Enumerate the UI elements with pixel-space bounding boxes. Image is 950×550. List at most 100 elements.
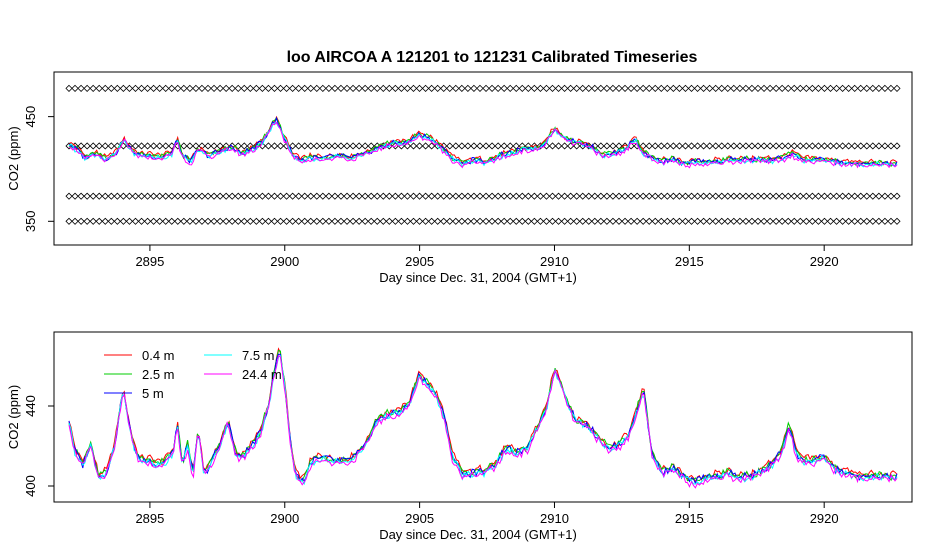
x-tick-label: 2915 — [675, 511, 704, 526]
reference-marker — [379, 192, 387, 200]
reference-marker — [681, 84, 690, 92]
reference-marker — [488, 142, 496, 150]
plot-frame — [53, 71, 913, 246]
reference-marker — [693, 192, 702, 200]
reference-marker — [706, 192, 714, 200]
reference-marker — [730, 217, 738, 225]
reference-marker — [367, 192, 375, 200]
reference-marker — [210, 217, 218, 225]
reference-marker — [724, 84, 732, 92]
reference-marker — [814, 142, 822, 150]
reference-marker — [808, 84, 816, 92]
reference-marker — [621, 192, 629, 200]
reference-marker — [585, 192, 593, 200]
reference-marker — [204, 142, 212, 150]
reference-marker — [144, 192, 152, 200]
reference-marker — [415, 84, 424, 92]
reference-marker — [887, 192, 895, 200]
reference-marker — [446, 192, 454, 200]
reference-marker — [857, 217, 865, 225]
reference-marker — [742, 142, 750, 150]
reference-marker — [264, 84, 273, 92]
chart-title: loo AIRCOA A 121201 to 121231 Calibrated… — [287, 49, 698, 66]
reference-marker — [579, 84, 587, 92]
reference-marker — [428, 84, 436, 92]
reference-marker — [137, 84, 146, 92]
reference-marker — [839, 192, 847, 200]
reference-marker — [506, 84, 514, 92]
reference-marker — [325, 217, 333, 225]
reference-marker — [681, 192, 690, 200]
reference-marker — [325, 84, 333, 92]
reference-marker — [663, 217, 671, 225]
reference-marker — [361, 217, 369, 225]
reference-marker — [180, 84, 188, 92]
reference-marker — [524, 217, 532, 225]
reference-marker — [754, 192, 762, 200]
reference-marker — [367, 84, 375, 92]
reference-marker — [107, 142, 115, 150]
reference-marker — [119, 84, 127, 92]
reference-marker — [470, 217, 478, 225]
reference-marker — [663, 192, 671, 200]
reference-marker — [887, 142, 895, 150]
reference-marker — [742, 192, 750, 200]
reference-marker — [313, 142, 321, 150]
reference-marker — [458, 217, 466, 225]
reference-marker — [669, 84, 677, 92]
reference-marker — [440, 192, 448, 200]
reference-marker — [415, 142, 424, 150]
reference-marker — [252, 84, 260, 92]
reference-marker — [500, 84, 508, 92]
reference-marker — [409, 142, 418, 150]
reference-marker — [313, 84, 321, 92]
reference-marker — [724, 142, 732, 150]
reference-marker — [313, 192, 321, 200]
reference-marker — [397, 217, 405, 225]
reference-marker — [440, 217, 448, 225]
bottom-panel: 2895 2900 2905 2910 2915 2920 Day since Dec. 3… — [6, 331, 913, 542]
x-tick-label: 2920 — [810, 511, 839, 526]
reference-marker — [168, 84, 176, 92]
reference-marker — [204, 192, 212, 200]
reference-marker — [89, 84, 97, 92]
reference-marker — [869, 192, 877, 200]
reference-marker — [440, 84, 448, 92]
reference-marker — [83, 192, 91, 200]
reference-marker — [470, 84, 478, 92]
reference-marker — [814, 217, 822, 225]
reference-marker — [373, 217, 381, 225]
reference-marker — [131, 192, 140, 200]
reference-marker — [107, 192, 115, 200]
reference-marker — [156, 142, 164, 150]
reference-marker — [609, 192, 617, 200]
reference-marker — [536, 84, 544, 92]
reference-marker — [137, 217, 146, 225]
reference-marker — [246, 217, 254, 225]
reference-marker — [65, 84, 73, 92]
reference-marker — [712, 142, 720, 150]
reference-marker — [174, 217, 182, 225]
reference-marker — [706, 142, 714, 150]
reference-marker — [270, 217, 279, 225]
reference-marker — [500, 142, 508, 150]
reference-marker — [446, 142, 454, 150]
reference-marker — [349, 192, 357, 200]
reference-marker — [736, 217, 744, 225]
reference-marker — [832, 84, 841, 92]
reference-marker — [663, 84, 671, 92]
reference-marker — [826, 217, 835, 225]
reference-marker — [391, 217, 399, 225]
x-tick-label: 2900 — [270, 254, 299, 269]
reference-marker — [778, 217, 786, 225]
reference-marker — [609, 84, 617, 92]
reference-marker — [83, 217, 91, 225]
reference-marker — [476, 192, 484, 200]
reference-marker — [561, 217, 569, 225]
reference-marker — [434, 217, 442, 225]
reference-marker — [669, 192, 677, 200]
reference-marker — [869, 84, 877, 92]
reference-marker — [446, 217, 454, 225]
reference-marker — [458, 142, 466, 150]
reference-marker — [434, 84, 442, 92]
